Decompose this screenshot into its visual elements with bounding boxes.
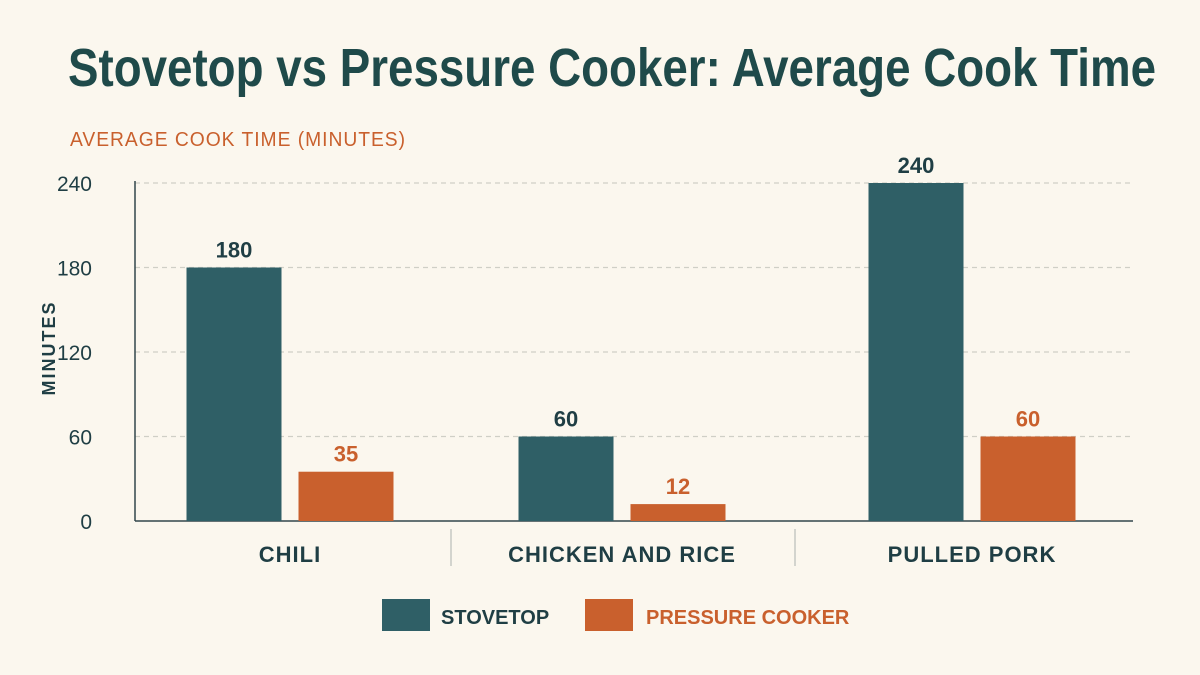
data-label: 240 [898, 153, 935, 178]
bar-stovetop [518, 436, 614, 521]
bars [186, 183, 1076, 521]
legend-swatch-stovetop [382, 599, 430, 631]
data-label: 12 [666, 474, 690, 499]
data-labels: 180 35 60 12 240 60 [216, 153, 1041, 499]
data-label: 35 [334, 442, 358, 467]
y-tick-labels: 0 60 120 180 240 [57, 173, 92, 534]
data-label: 60 [554, 407, 578, 432]
y-tick-label: 0 [80, 511, 92, 534]
category-label: PULLED PORK [888, 542, 1057, 567]
y-tick-label: 180 [57, 258, 92, 281]
bar-stovetop [868, 183, 964, 521]
legend-swatch-pressure-cooker [585, 599, 633, 631]
data-label: 180 [216, 238, 253, 263]
y-axis-label: MINUTES [39, 301, 59, 396]
bar-stovetop [186, 267, 282, 521]
y-tick-label: 60 [69, 427, 92, 450]
legend-label: STOVETOP [441, 607, 549, 629]
category-labels: CHILI CHICKEN AND RICE PULLED PORK [259, 529, 1057, 567]
gridlines [134, 181, 1133, 522]
bar-pressure-cooker [630, 504, 726, 521]
legend: STOVETOP PRESSURE COOKER [382, 599, 850, 631]
chart-title: Stovetop vs Pressure Cooker: Average Coo… [68, 38, 1156, 98]
y-tick-label: 240 [57, 173, 92, 196]
category-label: CHILI [259, 542, 321, 567]
legend-label: PRESSURE COOKER [646, 607, 850, 629]
bar-pressure-cooker [980, 436, 1076, 521]
category-label: CHICKEN AND RICE [508, 542, 736, 567]
bar-pressure-cooker [298, 471, 394, 521]
y-tick-label: 120 [57, 342, 92, 365]
chart-subtitle: AVERAGE COOK TIME (MINUTES) [70, 129, 406, 151]
data-label: 60 [1016, 407, 1040, 432]
